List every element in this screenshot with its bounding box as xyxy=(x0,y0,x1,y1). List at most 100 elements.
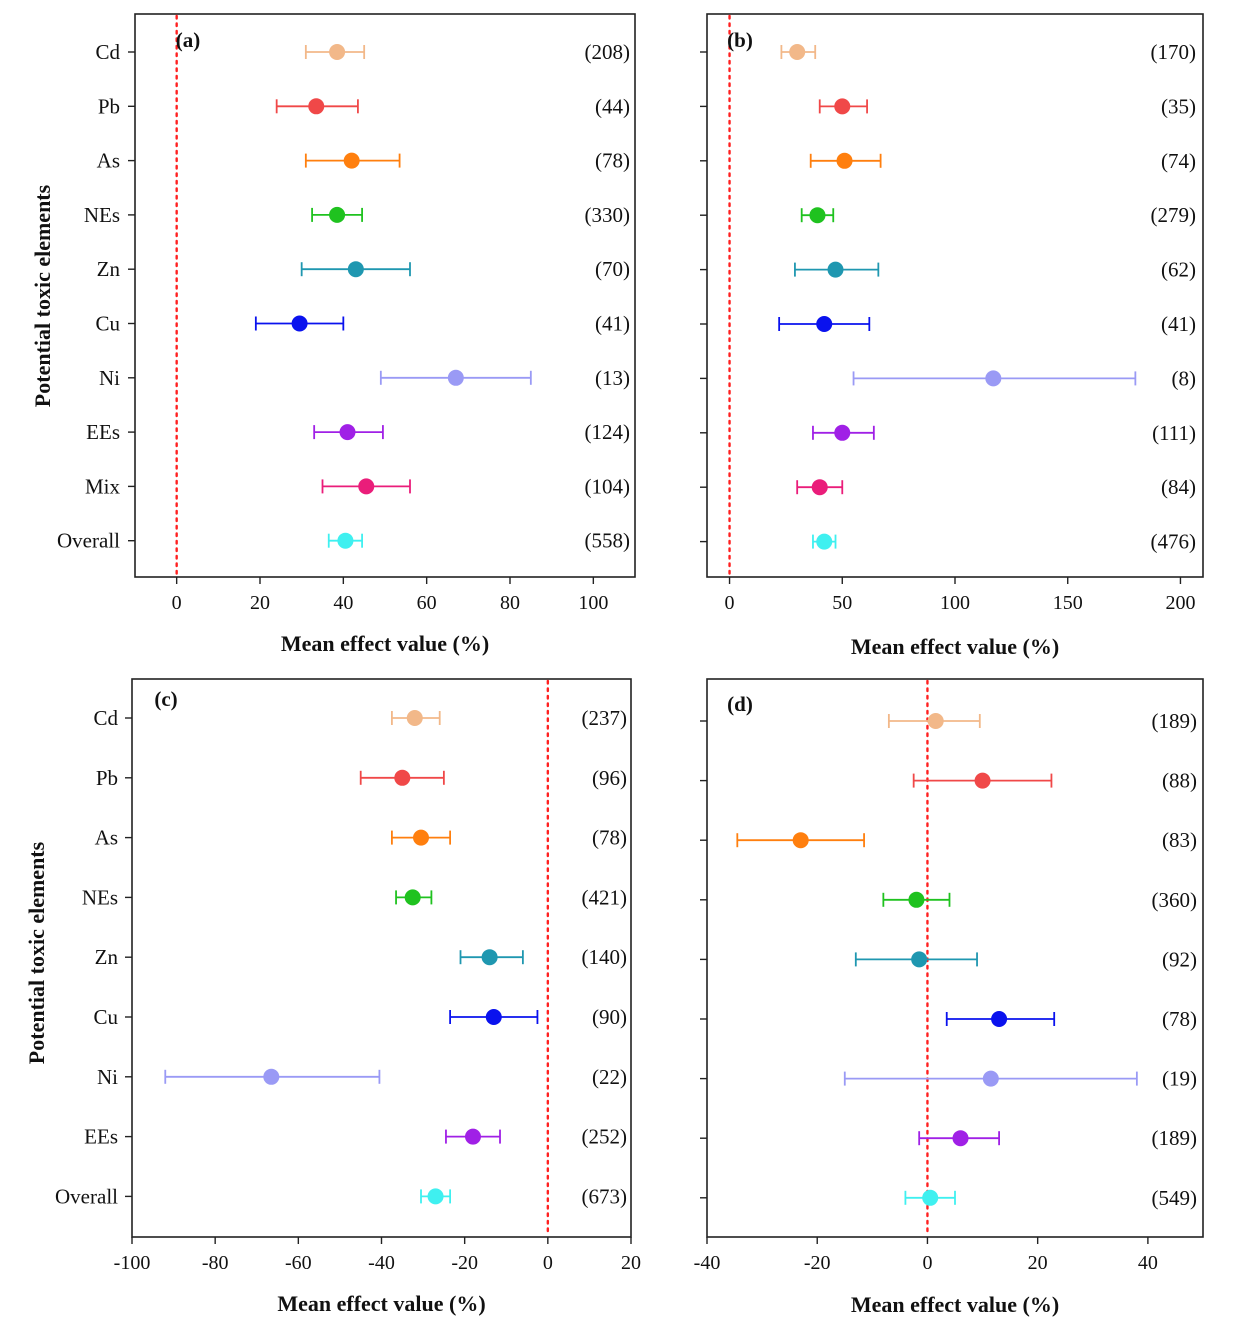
y-axis-label-bottom: Potential toxic elements xyxy=(24,841,49,1064)
category-label: Cd xyxy=(95,40,120,64)
x-tick-label: -60 xyxy=(285,1252,312,1274)
plot-frame xyxy=(706,678,1204,1238)
sample-count: (237) xyxy=(582,706,628,730)
sample-count: (124) xyxy=(585,420,631,444)
category-label: Zn xyxy=(97,257,121,281)
x-tick-label: -80 xyxy=(202,1252,229,1274)
plot-frame xyxy=(134,13,636,578)
sample-count: (74) xyxy=(1161,149,1196,173)
x-tick-label: 0 xyxy=(922,1252,932,1274)
sample-count: (22) xyxy=(592,1065,627,1089)
mean-point xyxy=(982,1070,999,1087)
x-tick-label: -100 xyxy=(114,1252,151,1274)
sample-count: (189) xyxy=(1152,709,1198,733)
sample-count: (8) xyxy=(1172,366,1197,390)
x-tick-label: 0 xyxy=(172,592,182,614)
mean-point xyxy=(447,369,464,386)
category-label: Cd xyxy=(93,706,118,730)
panel-c: -100 -80 -60 -40 -20 0 20 Mean effect value (%)… xyxy=(55,678,641,1316)
sample-count: (19) xyxy=(1162,1067,1197,1091)
mean-point xyxy=(911,951,928,968)
y-axis-label-top: Potential toxic elements xyxy=(30,184,55,407)
category-label: Overall xyxy=(55,1184,118,1208)
mean-point xyxy=(985,370,1002,387)
sample-count: (104) xyxy=(585,474,631,498)
sample-count: (170) xyxy=(1151,40,1197,64)
sample-count: (421) xyxy=(582,885,628,909)
sample-count: (96) xyxy=(592,766,627,790)
panel-b: 0 50 100 150 200 Mean effect value (%) (b) (170… xyxy=(700,13,1204,659)
sample-count: (78) xyxy=(592,826,627,850)
sample-count: (70) xyxy=(595,257,630,281)
mean-point xyxy=(927,713,944,729)
mean-point xyxy=(329,206,346,223)
mean-point xyxy=(404,889,421,906)
mean-point xyxy=(922,1189,939,1206)
mean-point xyxy=(827,261,844,278)
x-tick-label: -20 xyxy=(804,1252,831,1274)
category-label: Cu xyxy=(93,1005,118,1029)
panel-label: (b) xyxy=(727,28,753,52)
sample-count: (88) xyxy=(1162,769,1197,793)
mean-point xyxy=(834,424,851,441)
sample-count: (90) xyxy=(592,1005,627,1029)
mean-point xyxy=(485,1009,502,1025)
sample-count: (111) xyxy=(1152,421,1196,445)
category-label: Ni xyxy=(99,366,120,390)
sample-count: (78) xyxy=(595,149,630,173)
x-tick-label: 200 xyxy=(1165,592,1195,614)
x-tick-label: -40 xyxy=(694,1252,721,1274)
category-label: Overall xyxy=(57,529,120,553)
x-tick-label: 60 xyxy=(417,592,437,614)
mean-point xyxy=(908,891,925,908)
sample-count: (62) xyxy=(1161,258,1196,282)
x-tick-label: 20 xyxy=(621,1252,641,1274)
mean-point xyxy=(291,315,308,332)
mean-point xyxy=(952,1130,969,1147)
sample-count: (279) xyxy=(1151,203,1197,227)
sample-count: (360) xyxy=(1152,888,1198,912)
x-tick-label: 40 xyxy=(333,592,353,614)
panel-label: (c) xyxy=(154,687,177,711)
x-tick-label: 100 xyxy=(578,592,608,614)
mean-point xyxy=(329,44,346,60)
x-tick-label: 150 xyxy=(1053,592,1083,614)
sample-count: (476) xyxy=(1151,530,1197,554)
mean-point xyxy=(816,316,833,332)
sample-count: (549) xyxy=(1152,1186,1198,1210)
sample-count: (83) xyxy=(1162,828,1197,852)
sample-count: (84) xyxy=(1161,475,1196,499)
x-tick-label: 50 xyxy=(832,592,852,614)
sample-count: (41) xyxy=(1161,312,1196,336)
mean-point xyxy=(991,1011,1008,1027)
sample-count: (140) xyxy=(582,945,628,969)
x-tick-label: -40 xyxy=(368,1252,395,1274)
category-label: As xyxy=(95,826,118,850)
mean-point xyxy=(811,479,828,496)
category-label: Mix xyxy=(85,474,121,498)
mean-point xyxy=(308,98,325,115)
mean-point xyxy=(406,710,423,726)
sample-count: (35) xyxy=(1161,94,1196,118)
mean-point xyxy=(816,533,833,550)
mean-point xyxy=(789,44,806,60)
x-axis-label: Mean effect value (%) xyxy=(281,631,489,656)
mean-point xyxy=(343,152,360,169)
mean-point xyxy=(413,829,430,846)
sample-count: (208) xyxy=(585,40,631,64)
x-tick-label: 80 xyxy=(500,592,520,614)
x-tick-label: 0 xyxy=(543,1252,553,1274)
category-label: Pb xyxy=(98,94,120,118)
x-tick-label: 0 xyxy=(725,592,735,614)
sample-count: (92) xyxy=(1162,947,1197,971)
category-label: Pb xyxy=(96,766,118,790)
x-tick-label: 40 xyxy=(1138,1252,1158,1274)
x-tick-label: 20 xyxy=(250,592,270,614)
category-label: EEs xyxy=(84,1125,118,1149)
mean-point xyxy=(337,532,354,549)
x-tick-label: -20 xyxy=(451,1252,478,1274)
sample-count: (673) xyxy=(582,1184,628,1208)
sample-count: (558) xyxy=(585,529,631,553)
panel-a: 0 20 40 60 80 100 Mean effect value (%) (a) Cd (2… xyxy=(57,13,636,656)
